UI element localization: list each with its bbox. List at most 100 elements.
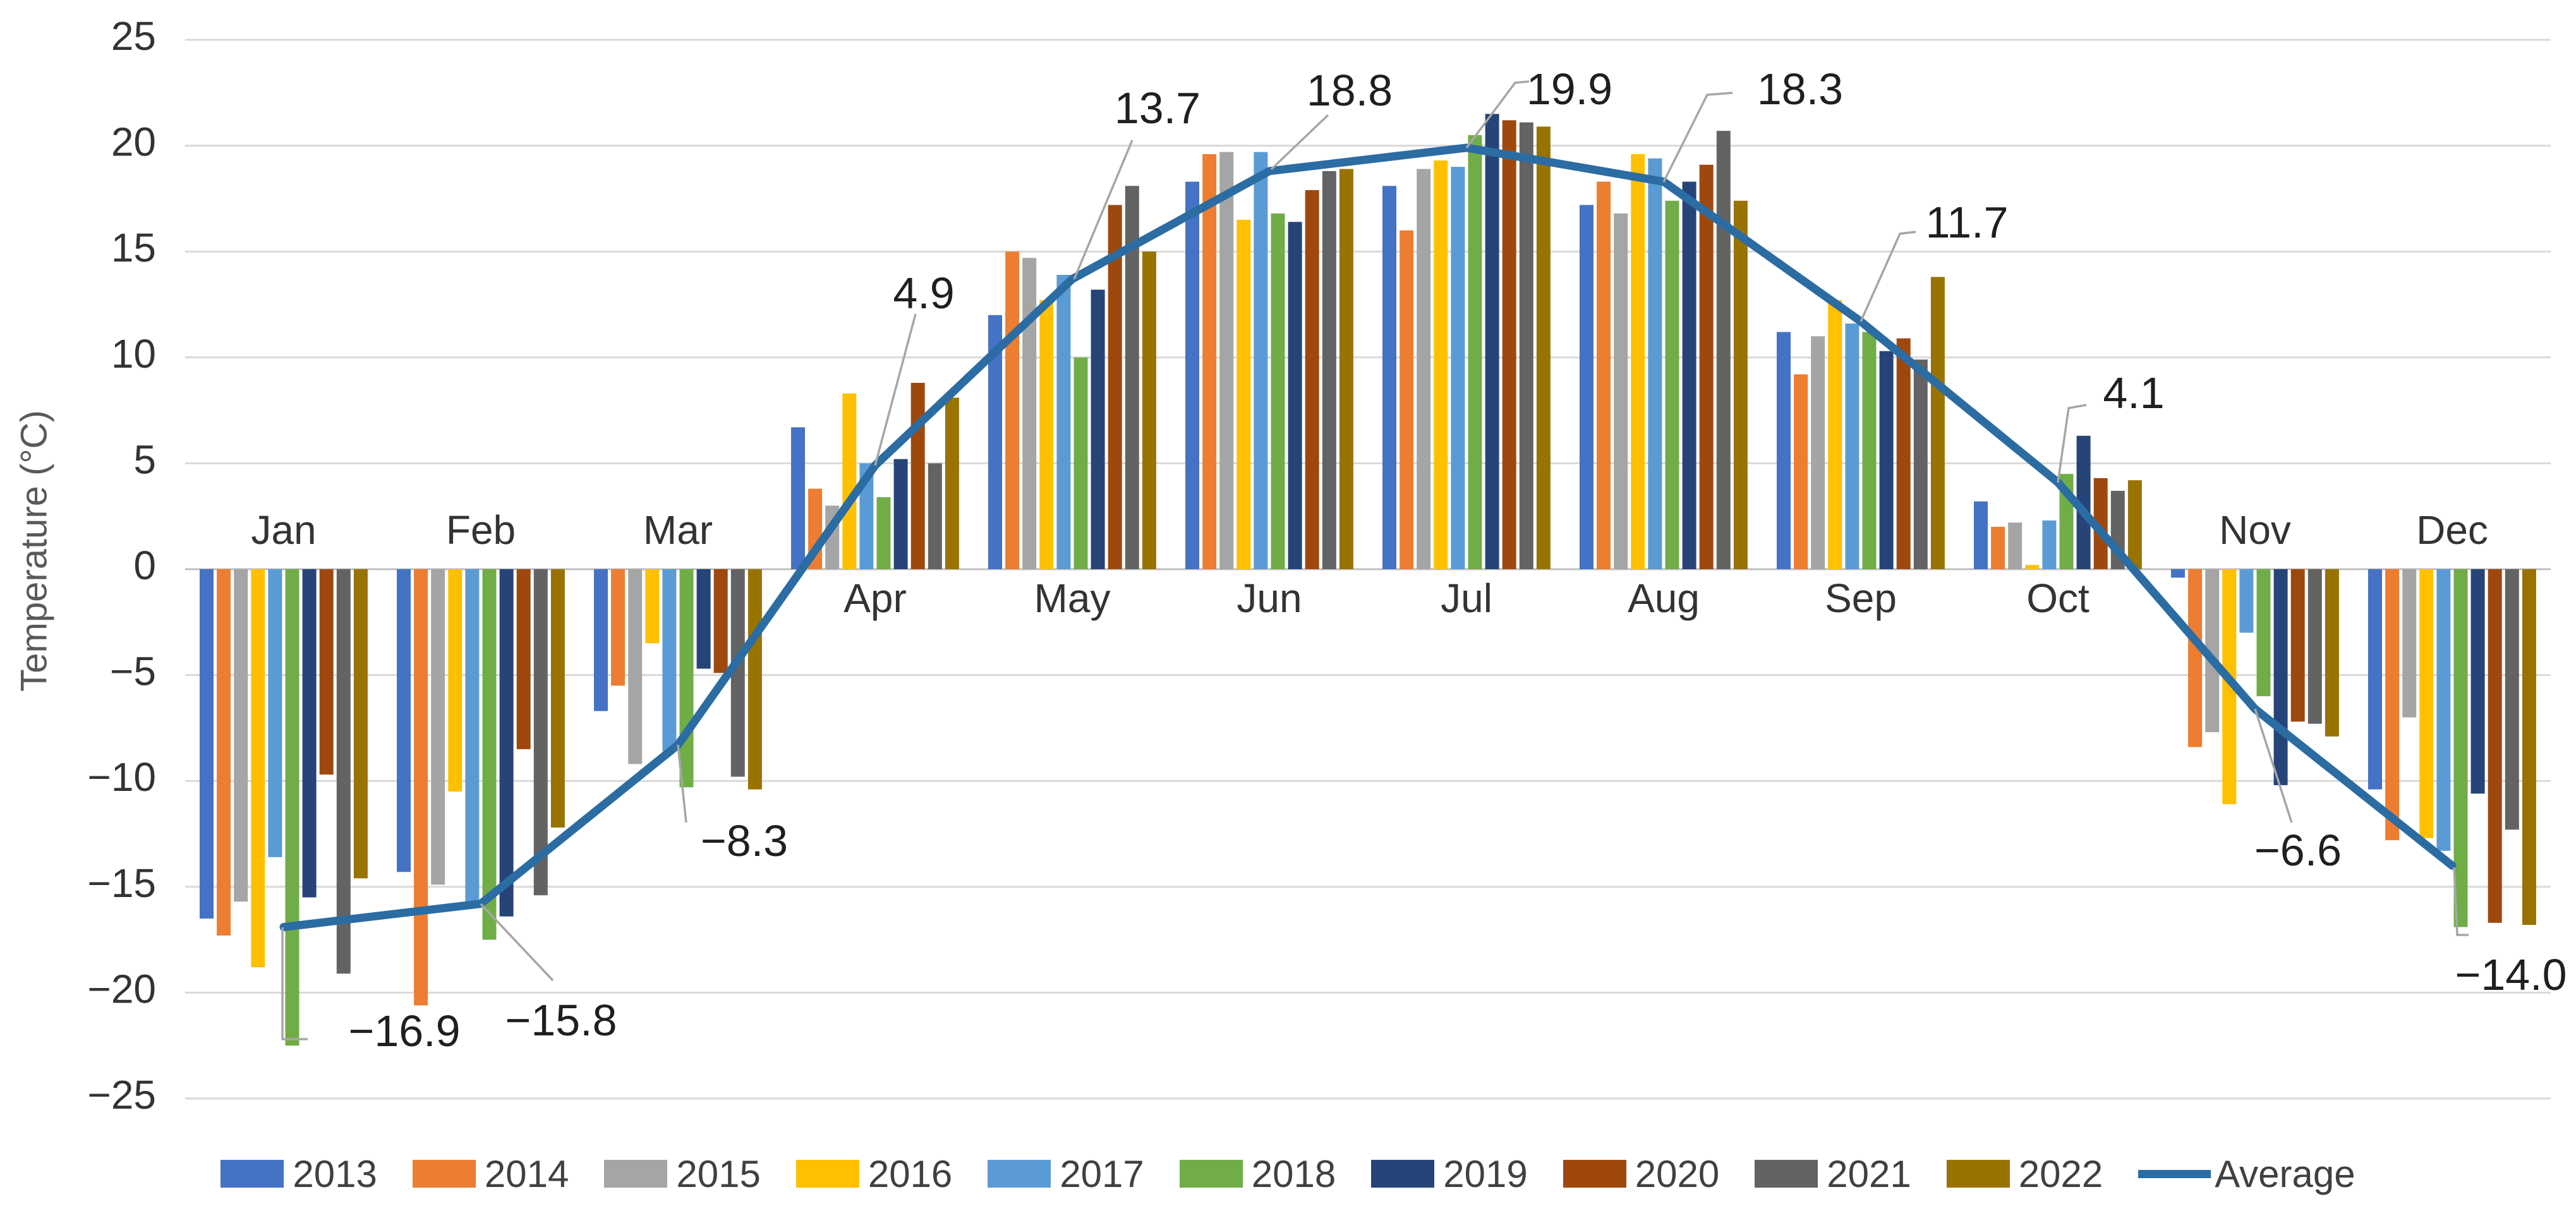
bar-Feb-2017 — [465, 569, 480, 906]
bar-Mar-2021 — [730, 569, 745, 777]
bar-Aug-2019 — [1682, 181, 1696, 570]
legend-label-2016: 2016 — [868, 1152, 953, 1195]
legend-item-Average: Average — [2138, 1152, 2355, 1196]
bar-Oct-2015 — [2008, 522, 2023, 569]
bar-May-2016 — [1039, 300, 1054, 569]
month-label-Mar: Mar — [643, 507, 713, 553]
y-tick-label-−10: −10 — [87, 754, 156, 800]
callout-leader-Aug — [1662, 92, 1733, 183]
legend-label-2018: 2018 — [1251, 1152, 1336, 1195]
bar-Nov-2018 — [2256, 569, 2271, 697]
month-label-Jul: Jul — [1441, 575, 1492, 621]
bar-Jul-2018 — [1468, 135, 1482, 570]
bar-May-2014 — [1005, 251, 1020, 569]
y-tick-label-−5: −5 — [110, 649, 156, 694]
average-line — [279, 143, 2457, 931]
bar-Dec-2020 — [2488, 569, 2502, 923]
legend-label-2013: 2013 — [293, 1152, 377, 1195]
series-2017 — [268, 152, 2451, 906]
bar-Sep-2022 — [1930, 277, 1945, 569]
bar-Sep-2017 — [1845, 323, 1859, 569]
callout-leader-Sep — [1859, 231, 1916, 322]
bar-Nov-2017 — [2239, 569, 2254, 633]
bar-Jun-2021 — [1322, 171, 1336, 570]
bar-Jun-2013 — [1185, 181, 1199, 570]
legend-label-2015: 2015 — [676, 1152, 761, 1195]
bar-Jul-2013 — [1382, 186, 1396, 570]
legend-item-2022: 2022 — [1946, 1152, 2103, 1196]
bar-Dec-2014 — [2385, 569, 2400, 841]
bar-Sep-2015 — [1811, 336, 1825, 569]
bar-Apr-2016 — [842, 393, 857, 569]
callout-label-Dec: −14.0 — [2455, 950, 2567, 999]
legend-item-2014: 2014 — [412, 1152, 569, 1196]
bar-Dec-2017 — [2436, 569, 2451, 851]
bar-Feb-2016 — [448, 569, 463, 792]
bar-Jul-2020 — [1502, 120, 1516, 570]
bar-Nov-2022 — [2325, 569, 2339, 737]
bar-Feb-2014 — [414, 569, 428, 1006]
bar-Oct-2020 — [2093, 478, 2108, 569]
callout-label-Mar: −8.3 — [701, 816, 788, 865]
bar-May-2021 — [1125, 186, 1139, 570]
bar-Nov-2013 — [2171, 569, 2185, 578]
month-labels: Jan Feb Mar Apr May Jun Jul Aug Sep Oct Nov Dec — [251, 507, 2488, 621]
legend-swatch-2018 — [1179, 1160, 1243, 1188]
bar-Feb-2019 — [499, 569, 514, 917]
month-label-Nov: Nov — [2219, 507, 2291, 553]
bar-Sep-2021 — [1913, 359, 1928, 569]
bar-Jan-2019 — [302, 569, 317, 898]
callout-leader-Feb — [480, 903, 554, 982]
month-label-Apr: Apr — [844, 575, 907, 621]
bar-Aug-2017 — [1648, 158, 1662, 569]
bar-Jan-2013 — [200, 569, 214, 919]
legend-label-Average: Average — [2215, 1152, 2355, 1195]
bar-Jun-2014 — [1202, 154, 1217, 569]
bar-Jan-2014 — [217, 569, 231, 936]
callout-leader-Jul — [1465, 80, 1530, 149]
bar-Aug-2014 — [1597, 181, 1611, 570]
series-2020 — [319, 120, 2502, 923]
bar-Jan-2017 — [268, 569, 282, 857]
y-tick-label-−20: −20 — [87, 966, 156, 1011]
legend-label-2019: 2019 — [1443, 1152, 1528, 1195]
bar-Jul-2015 — [1417, 169, 1431, 569]
legend-swatch-2020 — [1563, 1160, 1626, 1188]
y-axis-tick-labels: 25 20 15 10 5 0 −5 −10 −15 −20 −25 — [87, 13, 156, 1118]
bar-Oct-2017 — [2042, 520, 2057, 569]
bar-Apr-2017 — [859, 463, 874, 569]
bar-Nov-2020 — [2290, 569, 2305, 722]
bar-Jul-2019 — [1485, 114, 1499, 569]
bar-Jan-2022 — [353, 569, 368, 879]
bar-Jun-2017 — [1254, 152, 1268, 569]
bar-Aug-2021 — [1716, 131, 1731, 570]
bar-Feb-2018 — [482, 569, 497, 940]
bar-Jul-2022 — [1536, 126, 1551, 569]
bar-Mar-2020 — [713, 569, 728, 673]
bar-Jun-2018 — [1271, 213, 1285, 569]
bar-Nov-2019 — [2273, 569, 2288, 785]
callout-leader-Mar — [677, 744, 687, 823]
callout-label-Jan: −16.9 — [348, 1006, 460, 1056]
legend-label-2014: 2014 — [484, 1152, 569, 1195]
callout-label-Oct: 4.1 — [2103, 368, 2164, 418]
bar-Nov-2016 — [2222, 569, 2237, 805]
series-2015 — [234, 152, 2417, 902]
bar-Jun-2016 — [1237, 219, 1251, 569]
bar-Oct-2019 — [2076, 435, 2091, 569]
bar-Mar-2019 — [696, 569, 711, 669]
bar-Nov-2014 — [2188, 569, 2203, 747]
legend-item-2018: 2018 — [1179, 1152, 1336, 1196]
series-2016 — [251, 154, 2434, 968]
legend-swatch-2014 — [412, 1160, 476, 1188]
legend-swatch-2019 — [1371, 1160, 1435, 1188]
bar-Feb-2021 — [533, 569, 548, 896]
bar-Apr-2021 — [928, 463, 942, 569]
month-label-Feb: Feb — [446, 507, 516, 553]
bar-Oct-2013 — [1974, 501, 1988, 569]
legend-swatch-2015 — [604, 1160, 668, 1188]
legend-item-2015: 2015 — [604, 1152, 761, 1196]
bar-Nov-2015 — [2205, 569, 2220, 733]
legend-swatch-2022 — [1946, 1160, 2010, 1188]
